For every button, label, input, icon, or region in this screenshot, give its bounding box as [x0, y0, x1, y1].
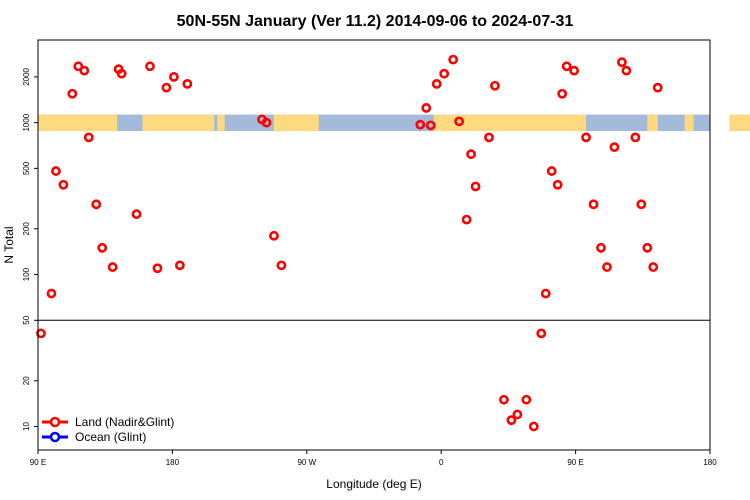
y-tick-label: 1000 [22, 113, 31, 131]
data-point [182, 78, 193, 89]
y-tick-label: 50 [22, 315, 31, 324]
data-point [421, 103, 432, 113]
data-point [490, 80, 500, 91]
land-band-segment [273, 114, 319, 132]
data-point [67, 88, 78, 99]
data-point [569, 65, 580, 76]
data-point [168, 72, 179, 82]
data-point [506, 415, 517, 426]
data-point [499, 394, 509, 405]
data-point [91, 199, 102, 210]
data-point [107, 262, 118, 272]
land-band-segment [684, 114, 694, 132]
land-band-segment [729, 114, 750, 132]
data-point [448, 54, 459, 65]
data-point [581, 132, 591, 143]
data-point [616, 57, 627, 68]
y-tick-label: 2000 [22, 67, 31, 85]
data-point [116, 68, 127, 79]
data-point [461, 214, 472, 225]
data-point [652, 82, 663, 93]
y-axis-label: N Total [2, 226, 16, 263]
data-point [536, 328, 547, 339]
data-point [540, 288, 551, 299]
data-point [276, 260, 287, 271]
x-tick-label: 180 [166, 458, 180, 467]
y-axis-ticks: 10 20 50 100 200 500 1000 2000 [22, 67, 38, 431]
legend-label-land: Land (Nadir&Glint) [75, 415, 174, 429]
data-point [557, 88, 568, 99]
data-point [58, 179, 69, 190]
data-point [261, 117, 272, 128]
data-point [97, 242, 108, 253]
land-band-segment [142, 114, 215, 132]
data-point [588, 199, 599, 210]
land-band-segment [38, 114, 118, 132]
data-point [46, 288, 57, 299]
data-point [546, 166, 557, 176]
data-point [145, 61, 155, 72]
data-point [131, 209, 142, 220]
surface-band [38, 114, 750, 132]
data-point [174, 260, 185, 271]
data-point [51, 166, 61, 176]
y-tick-label: 200 [22, 222, 31, 236]
data-point [36, 328, 46, 339]
data-point [630, 132, 641, 143]
data-point [636, 199, 647, 210]
x-tick-label: 0 [439, 458, 444, 467]
y-tick-label: 100 [22, 267, 31, 281]
x-tick-label: 90 E [30, 458, 46, 467]
x-tick-label: 90 E [567, 458, 583, 467]
data-point [484, 132, 494, 143]
x-tick-label: 90 W [297, 458, 316, 467]
data-point [470, 181, 481, 192]
data-point [528, 421, 539, 432]
y-tick-label: 10 [22, 421, 31, 430]
data-point [439, 68, 450, 79]
y-tick-label: 20 [22, 376, 31, 385]
data-point [521, 394, 532, 405]
data-point [648, 262, 659, 272]
legend-label-ocean: Ocean (Glint) [75, 430, 146, 444]
x-axis-ticks: 90 E 180 90 W 0 90 E 180 [30, 450, 717, 467]
land-band-segment [647, 114, 658, 132]
data-point [642, 242, 653, 253]
data-point [609, 142, 620, 153]
land-band-segment [217, 114, 225, 132]
data-point [621, 65, 632, 76]
data-points [36, 54, 663, 432]
data-point [552, 179, 563, 190]
ocean-band [38, 114, 710, 132]
data-point [466, 149, 476, 160]
land-band-segment [433, 114, 587, 132]
y-tick-label: 500 [22, 161, 31, 175]
data-point [454, 116, 465, 127]
data-point [596, 242, 606, 253]
x-tick-label: 180 [703, 458, 717, 467]
data-point [561, 61, 572, 72]
data-point [269, 230, 279, 241]
legend-item-ocean: Ocean (Glint) [42, 430, 146, 444]
legend: Land (Nadir&Glint) Ocean (Glint) [42, 415, 174, 444]
data-point [602, 262, 612, 272]
plot-frame [37, 39, 711, 451]
legend-item-land: Land (Nadir&Glint) [42, 415, 174, 429]
data-point [79, 65, 90, 76]
data-point [152, 263, 163, 274]
chart-title: 50N-55N January (Ver 11.2) 2014-09-06 to… [177, 13, 574, 30]
data-point [431, 78, 442, 89]
data-point [73, 61, 84, 72]
x-axis-label: Longitude (deg E) [326, 477, 421, 491]
data-point [425, 120, 436, 131]
data-point [415, 119, 426, 130]
data-point [83, 132, 94, 143]
data-point [161, 82, 172, 93]
data-point [512, 409, 523, 420]
